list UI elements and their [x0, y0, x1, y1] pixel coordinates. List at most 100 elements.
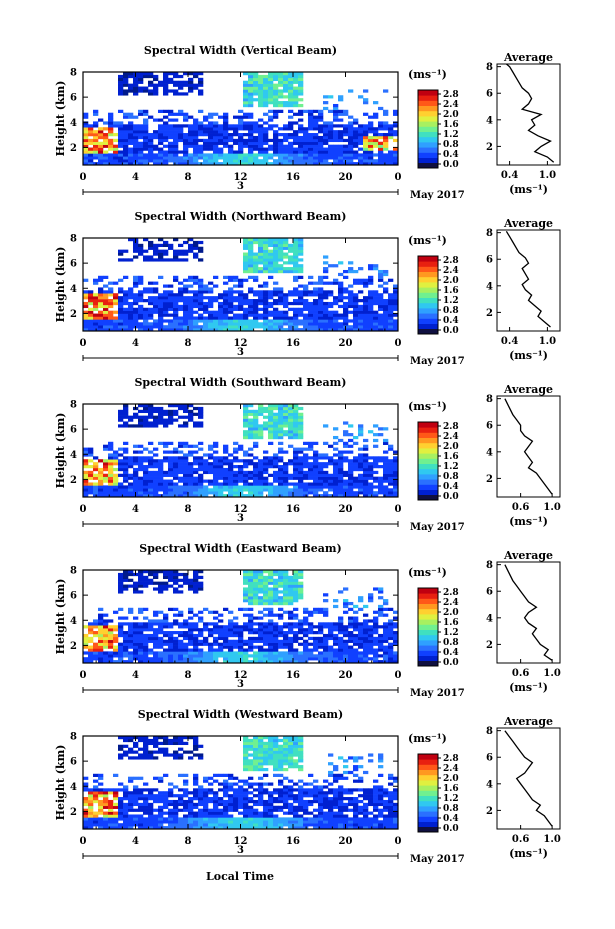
- heatmap-cell: [198, 456, 204, 460]
- heatmap-cell: [393, 631, 399, 635]
- heatmap-cell: [88, 147, 94, 151]
- heatmap-cell: [173, 485, 179, 489]
- heatmap-cell: [188, 648, 194, 652]
- heatmap-cell: [303, 488, 309, 492]
- heatmap-cell: [103, 791, 109, 795]
- heatmap-cell: [373, 622, 379, 626]
- heatmap-cell: [323, 625, 329, 629]
- heatmap-cell: [253, 593, 259, 597]
- heatmap-cell: [388, 135, 394, 140]
- colorbar-frame: [417, 421, 439, 501]
- heatmap-cell: [243, 278, 249, 282]
- heatmap-cell: [263, 304, 269, 309]
- heatmap-cell: [278, 470, 284, 475]
- heatmap-cell: [348, 296, 354, 300]
- heatmap-cell: [258, 575, 264, 580]
- heatmap-cell: [88, 820, 94, 824]
- heatmap-cell: [158, 296, 164, 300]
- heatmap-cell: [88, 814, 94, 818]
- heatmap-cell: [248, 648, 254, 652]
- heatmap-cell: [253, 601, 259, 606]
- heatmap-cell: [138, 322, 144, 326]
- heatmap-cell: [288, 319, 294, 323]
- heatmap-cell: [168, 80, 174, 84]
- heatmap-cell: [168, 473, 174, 477]
- colorbar-segment: [418, 95, 438, 101]
- heatmap-cell: [103, 467, 109, 472]
- heatmap-cell: [143, 310, 149, 314]
- heatmap-cell: [118, 156, 124, 160]
- heatmap-cell: [128, 607, 134, 611]
- heatmap-cell: [338, 628, 344, 632]
- heatmap-cell: [178, 83, 184, 87]
- heatmap-cell: [393, 494, 399, 498]
- heatmap-cell: [163, 92, 169, 96]
- colorbar-segment: [418, 131, 438, 138]
- heatmap-cell: [263, 264, 269, 268]
- heatmap-cell: [108, 299, 114, 303]
- heatmap-cell: [358, 485, 364, 489]
- heatmap-cell: [283, 304, 289, 309]
- heatmap-cell: [173, 249, 179, 253]
- heatmap-cell: [163, 293, 169, 297]
- heatmap-cell: [218, 636, 224, 641]
- heatmap-cell: [273, 465, 279, 469]
- heatmap-cell: [378, 485, 384, 489]
- heatmap-cell: [318, 293, 324, 297]
- heatmap-cell: [248, 433, 254, 437]
- y-tick-label: 2: [70, 641, 77, 652]
- heatmap-cell: [313, 127, 319, 131]
- heatmap-cell: [263, 269, 269, 274]
- heatmap-cell: [333, 322, 339, 326]
- heatmap-cell: [138, 657, 144, 661]
- heatmap-cell: [228, 654, 234, 658]
- heatmap-cell: [388, 150, 394, 154]
- heatmap-cell: [83, 633, 89, 638]
- heatmap-cell: [308, 162, 314, 166]
- heatmap-cell: [88, 162, 94, 166]
- heatmap-cell: [108, 482, 114, 486]
- colorbar-unit: (ms⁻¹): [408, 400, 447, 413]
- heatmap-cell: [243, 296, 249, 300]
- heatmap-cell: [223, 628, 229, 632]
- heatmap-cell: [288, 639, 294, 643]
- heatmap-cell: [378, 610, 384, 614]
- heatmap-cell: [358, 124, 364, 128]
- heatmap-cell: [343, 269, 349, 274]
- heatmap-cell: [268, 92, 274, 96]
- heatmap-cell: [158, 628, 164, 632]
- heatmap-cell: [258, 616, 264, 620]
- heatmap-cell: [243, 596, 249, 600]
- heatmap-cell: [378, 482, 384, 486]
- heatmap-cell: [103, 802, 109, 807]
- heatmap-cell: [128, 491, 134, 495]
- heatmap-cell: [118, 133, 124, 137]
- heatmap-cell: [148, 80, 154, 84]
- heatmap-cell: [288, 435, 294, 440]
- heatmap-cell: [208, 162, 214, 166]
- heatmap-cell: [353, 293, 359, 297]
- heatmap-cell: [118, 150, 124, 154]
- heatmap-cell: [198, 473, 204, 477]
- heatmap-cell: [293, 261, 299, 265]
- heatmap-cell: [208, 296, 214, 300]
- heatmap-cell: [228, 465, 234, 469]
- heatmap-cell: [268, 424, 274, 428]
- heatmap-cell: [378, 133, 384, 137]
- heatmap-cell: [123, 141, 129, 145]
- heatmap-cell: [158, 441, 164, 445]
- heatmap-cell: [293, 430, 299, 434]
- heatmap-cell: [283, 572, 289, 577]
- heatmap-cell: [283, 476, 289, 480]
- heatmap-cell: [148, 482, 154, 486]
- heatmap-cell: [153, 415, 159, 419]
- heatmap-cell: [288, 83, 294, 87]
- heatmap-cell: [83, 138, 89, 143]
- heatmap-cell: [163, 124, 169, 128]
- heatmap-cell: [223, 115, 229, 119]
- heatmap-cell: [213, 133, 219, 137]
- heatmap-cell: [243, 124, 249, 128]
- heatmap-cell: [138, 409, 144, 414]
- heatmap-cell: [168, 441, 174, 445]
- heatmap-cell: [348, 651, 354, 655]
